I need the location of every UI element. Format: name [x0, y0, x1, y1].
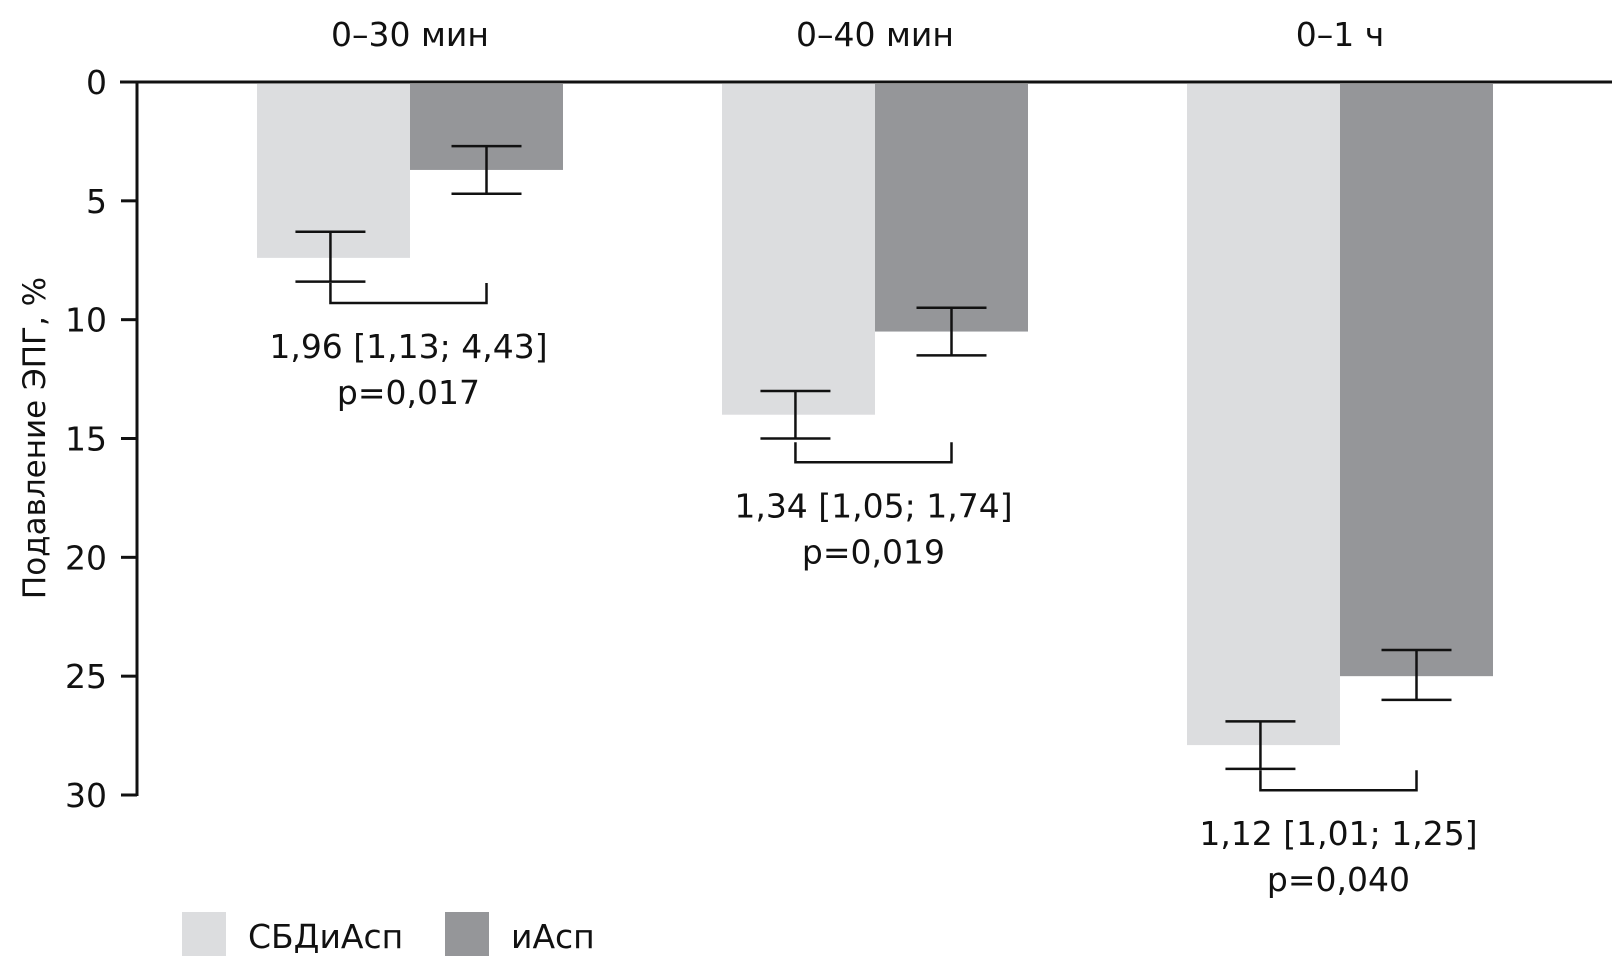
y-tick-label: 0: [86, 63, 107, 102]
p-value-label: p=0,019: [802, 532, 945, 571]
y-tick-label: 5: [86, 182, 107, 221]
significance-bracket: 1,12 [1,01; 1,25] p=0,040: [1199, 770, 1478, 899]
bar-iasp-1: [875, 84, 1028, 332]
category-label: 0–40 мин: [796, 15, 954, 54]
significance-bracket: 1,96 [1,13; 4,43] p=0,017: [269, 283, 548, 412]
p-value-label: p=0,040: [1267, 860, 1410, 899]
error-bar: [1225, 720, 1296, 771]
y-tick-label: 10: [65, 301, 107, 340]
effect-size-label: 1,12 [1,01; 1,25]: [1199, 814, 1477, 853]
legend-item: иАсп: [445, 912, 595, 956]
legend-swatch: [445, 912, 489, 956]
significance-annotations: 1,96 [1,13; 4,43] p=0,017 1,34 [1,05; 1,74…: [269, 283, 1478, 899]
legend-swatch: [182, 912, 226, 956]
category-labels: 0–30 мин 0–40 мин 0–1 ч: [331, 15, 1384, 54]
category-label: 0–30 мин: [331, 15, 489, 54]
effect-size-label: 1,34 [1,05; 1,74]: [734, 486, 1012, 525]
error-bar: [295, 230, 366, 283]
y-axis-title: Подавление ЭПГ, %: [17, 277, 53, 599]
legend-label: иАсп: [511, 917, 595, 956]
legend-label: СБДиАсп: [248, 917, 403, 956]
bracket-line: [794, 442, 953, 464]
y-tick-label: 20: [65, 538, 107, 577]
p-value-label: p=0,017: [337, 373, 480, 412]
error-bar: [451, 144, 522, 195]
error-bar: [1381, 648, 1452, 702]
category-label: 0–1 ч: [1296, 15, 1384, 54]
y-tick-label: 15: [65, 420, 107, 459]
error-bar: [916, 306, 987, 357]
significance-bracket: 1,34 [1,05; 1,74] p=0,019: [734, 442, 1013, 571]
bars-layer: [257, 84, 1493, 746]
legend-item: СБДиАсп: [182, 912, 403, 956]
bar-sbdiasp-2: [1187, 84, 1340, 746]
error-bars-layer: [295, 144, 1452, 771]
legend: СБДиАсп иАсп: [182, 912, 595, 956]
error-bar: [760, 389, 831, 440]
y-tick-label: 25: [65, 657, 107, 696]
bracket-line: [329, 283, 488, 305]
effect-size-label: 1,96 [1,13; 4,43]: [269, 327, 547, 366]
y-ticks: 0 5 10 15 20 25 30: [65, 63, 137, 815]
y-tick-label: 30: [65, 776, 107, 815]
bracket-line: [1259, 770, 1418, 792]
bar-sbdiasp-0: [257, 84, 410, 258]
bar-iasp-2: [1340, 84, 1493, 677]
bar-sbdiasp-1: [722, 84, 875, 415]
